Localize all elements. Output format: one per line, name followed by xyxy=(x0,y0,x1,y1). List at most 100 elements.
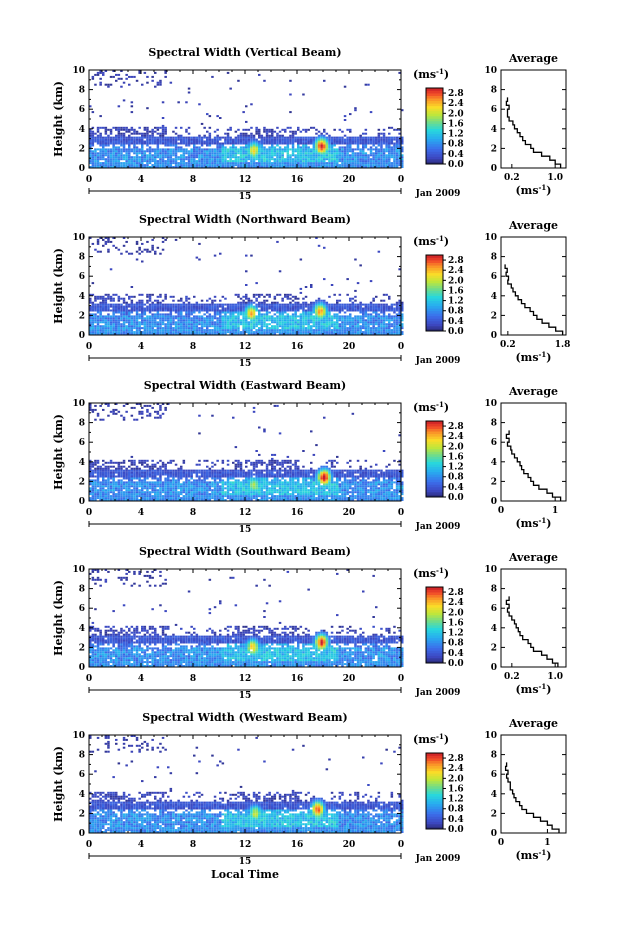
heatmap-cell xyxy=(369,319,373,322)
heatmap-cell xyxy=(307,309,310,312)
heatmap-cell xyxy=(362,319,365,322)
heatmap-cell xyxy=(271,303,274,306)
heatmap-cell xyxy=(265,160,269,163)
heatmap-cell xyxy=(271,150,274,153)
heatmap-cell xyxy=(330,303,334,306)
heatmap-cell xyxy=(102,479,105,482)
heatmap-cell xyxy=(362,136,365,139)
heatmap-cell xyxy=(250,164,253,167)
heatmap-cell xyxy=(96,461,100,464)
heatmap-cell xyxy=(221,307,225,310)
heatmap-cell xyxy=(250,333,253,335)
heatmap-cell xyxy=(187,317,191,320)
heatmap-cell xyxy=(385,309,388,312)
heatmap-cell xyxy=(185,299,188,302)
heatmap-cell xyxy=(388,146,391,149)
heatmap-cell xyxy=(104,140,108,143)
x-tick-label: 20 xyxy=(343,175,356,185)
heatmap-cell xyxy=(349,299,352,302)
heatmap-cell xyxy=(333,331,336,334)
heatmap-cell xyxy=(276,142,279,145)
heatmap-cell xyxy=(395,142,399,145)
heatmap-cell xyxy=(96,158,100,161)
heatmap-cell xyxy=(135,162,139,165)
colorbar-unit: (ms-1) xyxy=(413,234,449,248)
heatmap-cell xyxy=(117,156,121,159)
heatmap-cell xyxy=(200,315,204,318)
heatmap-cell xyxy=(224,146,227,149)
heatmap-cell xyxy=(317,305,321,308)
heatmap-cell xyxy=(159,333,162,335)
heatmap-cell xyxy=(195,329,199,332)
heatmap-cell xyxy=(156,307,160,310)
heatmap-cell xyxy=(107,240,110,243)
heatmap-cell xyxy=(271,307,274,310)
heatmap-cell xyxy=(258,313,261,316)
heatmap-cell xyxy=(265,152,269,155)
heatmap-cell xyxy=(107,414,110,417)
heatmap-cell xyxy=(112,244,115,247)
heatmap-cell xyxy=(96,311,100,314)
colorbar-segment xyxy=(426,110,443,114)
heatmap-cell xyxy=(304,321,308,324)
heatmap-cell xyxy=(232,152,235,155)
heatmap-cell xyxy=(265,315,269,318)
heatmap-cell xyxy=(154,307,157,310)
heatmap-cell xyxy=(278,331,282,334)
colorbar-segment xyxy=(426,262,443,266)
heatmap-cell xyxy=(143,150,147,153)
heatmap-cell xyxy=(273,307,277,310)
heatmap-cell xyxy=(364,156,368,159)
profile-y-tick-label: 8 xyxy=(491,253,497,263)
heatmap-cell xyxy=(367,307,370,310)
heatmap-cell xyxy=(372,299,375,302)
heatmap-cell xyxy=(346,162,349,165)
heatmap-cell xyxy=(185,136,188,139)
heatmap-cell xyxy=(284,162,287,165)
heatmap-cell xyxy=(310,154,313,157)
heatmap-cell xyxy=(260,309,264,312)
heatmap-cell xyxy=(104,142,108,145)
heatmap-cell xyxy=(216,162,219,165)
heatmap-cell xyxy=(278,317,282,320)
heatmap-cell xyxy=(349,333,352,335)
heatmap-cell xyxy=(255,317,258,320)
heatmap-cell xyxy=(393,150,396,153)
heatmap-cell xyxy=(151,132,154,135)
heatmap-cell xyxy=(237,295,240,298)
heatmap-cell xyxy=(226,134,230,137)
heatmap-cell xyxy=(216,311,219,314)
heatmap-cell xyxy=(96,325,100,328)
heatmap-cell xyxy=(125,489,128,492)
heatmap-cell xyxy=(237,148,240,151)
heatmap-cell xyxy=(362,160,365,163)
heatmap-cell xyxy=(369,323,373,326)
heatmap-cell xyxy=(193,144,196,147)
heatmap-cell xyxy=(216,319,219,322)
heatmap-cell xyxy=(341,315,344,318)
heatmap-cell xyxy=(161,138,165,141)
heatmap-cell xyxy=(328,154,331,157)
colorbar-segment xyxy=(426,158,443,162)
heatmap-cell xyxy=(377,303,381,306)
y-tick-label: 0 xyxy=(79,164,85,174)
heatmap-cell xyxy=(89,481,92,484)
heatmap-cell xyxy=(104,479,108,482)
heatmap-cell xyxy=(112,493,115,496)
heatmap-cell xyxy=(94,463,97,466)
heatmap-cell xyxy=(104,493,108,496)
heatmap-cell xyxy=(328,146,331,149)
heatmap-cell xyxy=(109,489,113,492)
heatmap-cell xyxy=(125,483,128,486)
heatmap-cell xyxy=(180,303,183,306)
heatmap-cell xyxy=(89,408,92,411)
heatmap-cell xyxy=(255,146,258,149)
heatmap-cell xyxy=(182,164,186,167)
heatmap-cell xyxy=(260,303,264,306)
heatmap-cell xyxy=(364,311,368,314)
heatmap-cell xyxy=(239,303,243,306)
heatmap-cell xyxy=(172,305,175,308)
heatmap-cell xyxy=(128,252,131,255)
heatmap-cell xyxy=(112,156,115,159)
heatmap-cell xyxy=(229,150,232,153)
